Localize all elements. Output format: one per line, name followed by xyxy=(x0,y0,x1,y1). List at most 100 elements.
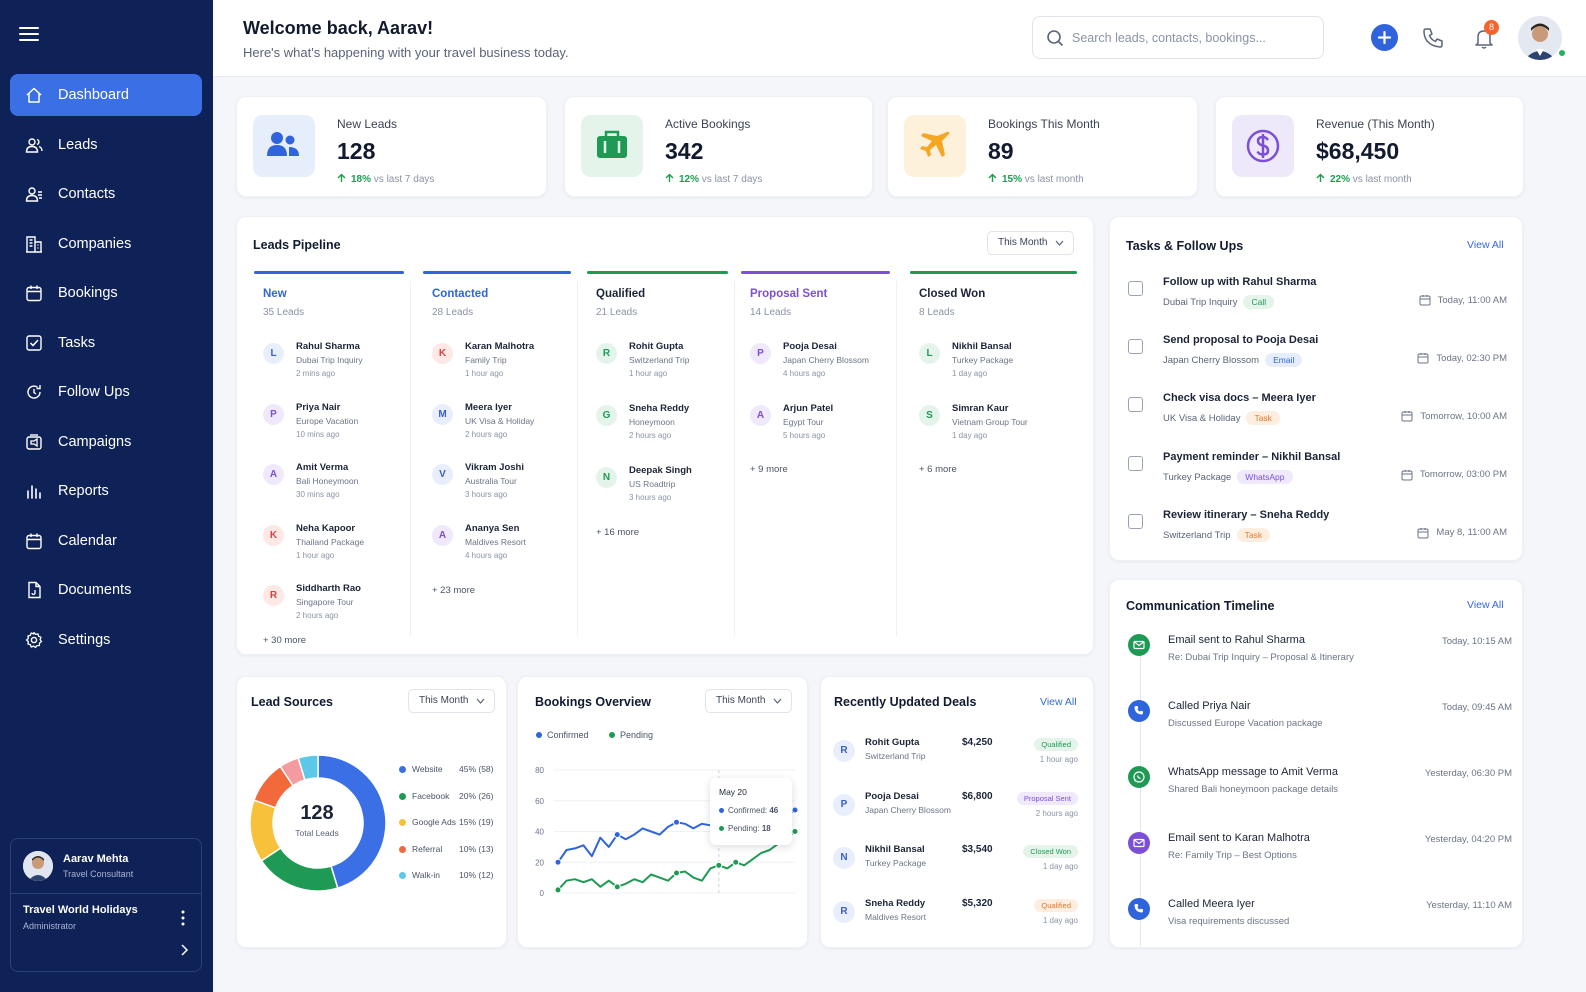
lead-card[interactable]: S Simran Kaur Vietnam Group Tour 1 day ago xyxy=(919,403,1059,448)
show-more-link[interactable]: + 16 more xyxy=(596,527,640,538)
deal-item[interactable]: R Rohit Gupta Switzerland Trip $4,250 Qualif… xyxy=(833,733,1078,783)
lead-card[interactable]: K Karan Malhotra Family Trip 1 hour ago xyxy=(432,341,572,386)
deal-item[interactable]: R Sneha Reddy Maldives Resort $5,320 Qualifi… xyxy=(833,894,1078,944)
lead-card[interactable]: R Siddharth Rao Singapore Tour 2 hours ago xyxy=(263,583,403,628)
sidebar-item-contacts[interactable]: Contacts xyxy=(10,170,202,220)
sidebar-item-calendar[interactable]: Calendar xyxy=(10,516,202,566)
lead-card[interactable]: N Deepak Singh US Roadtrip 3 hours ago xyxy=(596,465,736,510)
tasks-view-all-link[interactable]: View All xyxy=(1467,239,1504,251)
timeline-item[interactable]: Email sent to Rahul Sharma Re: Dubai Trip… xyxy=(1128,634,1512,684)
timeline-view-all-link[interactable]: View All xyxy=(1467,599,1504,611)
data-point-confirmed[interactable] xyxy=(554,858,562,866)
lead-card[interactable]: M Meera Iyer UK Visa & Holiday 2 hours ago xyxy=(432,402,572,447)
deal-item[interactable]: N Nikhil Bansal Turkey Package $3,540 Closed… xyxy=(833,840,1078,890)
stat-delta-note: vs last 7 days xyxy=(373,174,435,185)
menu-icon[interactable] xyxy=(19,26,41,42)
search-input[interactable] xyxy=(1072,28,1312,48)
sidebar-item-companies[interactable]: Companies xyxy=(10,219,202,269)
lead-card[interactable]: K Neha Kapoor Thailand Package 1 hour ago xyxy=(263,523,403,568)
task-checkbox[interactable] xyxy=(1128,397,1143,413)
stat-card-active-bookings[interactable]: Active Bookings 342 12% vs last 7 days xyxy=(564,96,873,197)
lead-sources-filter-dropdown[interactable]: This Month xyxy=(408,689,496,713)
show-more-link[interactable]: + 30 more xyxy=(263,635,307,646)
lead-card[interactable]: P Pooja Desai Japan Cherry Blossom 4 hours … xyxy=(750,341,890,386)
data-point-pending[interactable] xyxy=(715,861,723,869)
lead-card[interactable]: A Ananya Sen Maldives Resort 4 hours ago xyxy=(432,523,572,568)
task-item[interactable]: Review itinerary – Sneha Reddy Switzerlan… xyxy=(1127,509,1507,554)
data-point-pending[interactable] xyxy=(791,828,799,835)
data-point-pending[interactable] xyxy=(673,869,680,877)
tooltip-confirmed-value: 46 xyxy=(769,806,779,815)
lead-trip: Australia Tour xyxy=(465,476,517,486)
data-point-confirmed[interactable] xyxy=(613,831,621,839)
sidebar-item-follow-ups[interactable]: Follow Ups xyxy=(10,368,202,418)
sidebar-item-leads[interactable]: Leads xyxy=(10,120,202,170)
phone-button[interactable] xyxy=(1421,26,1445,50)
legend-value: 45% (58) xyxy=(459,764,494,774)
sidebar-item-bookings[interactable]: Bookings xyxy=(10,269,202,319)
task-trip: Turkey Package xyxy=(1163,471,1232,483)
lead-card[interactable]: A Arjun Patel Egypt Tour 5 hours ago xyxy=(750,403,890,448)
sidebar-item-settings[interactable]: Settings xyxy=(10,615,202,665)
timeline-item[interactable]: Email sent to Karan Malhotra Re: Family T… xyxy=(1128,832,1512,882)
task-checkbox[interactable] xyxy=(1128,455,1143,471)
user-profile[interactable]: Aarav Mehta Travel Consultant xyxy=(11,839,201,894)
chevron-down-icon xyxy=(477,698,485,704)
donut-slice-facebook[interactable] xyxy=(260,846,339,892)
lead-card[interactable]: R Rohit Gupta Switzerland Trip 1 hour ago xyxy=(596,341,736,386)
sidebar-item-tasks[interactable]: Tasks xyxy=(10,318,202,368)
task-checkbox[interactable] xyxy=(1128,281,1143,296)
pipeline-filter-dropdown[interactable]: This Month xyxy=(987,231,1075,255)
stat-card-new-leads[interactable]: New Leads 128 18% vs last 7 days xyxy=(236,96,547,197)
legend-dot-pending xyxy=(609,732,616,738)
x-tick-label: May 8 xyxy=(606,906,628,907)
data-point-pending[interactable] xyxy=(613,883,621,891)
chevron-right-icon[interactable] xyxy=(179,944,189,956)
data-point-pending[interactable] xyxy=(732,858,740,866)
deals-view-all-link[interactable]: View All xyxy=(1040,696,1077,708)
pipeline-column-count: 35 Leads xyxy=(263,307,305,318)
stat-card-revenue-this-month[interactable]: Revenue (This Month) $68,450 22% vs last m… xyxy=(1215,96,1524,197)
task-item[interactable]: Check visa docs – Meera Iyer UK Visa & Ho… xyxy=(1127,392,1507,437)
show-more-link[interactable]: + 6 more xyxy=(919,464,957,475)
lead-trip: US Roadtrip xyxy=(629,479,676,489)
donut-slice-google-ads[interactable] xyxy=(249,799,282,862)
task-checkbox[interactable] xyxy=(1128,513,1143,529)
timeline-item[interactable]: Called Priya Nair Discussed Europe Vacati… xyxy=(1128,700,1512,750)
task-checkbox[interactable] xyxy=(1128,339,1143,355)
lead-card[interactable]: G Sneha Reddy Honeymoon 2 hours ago xyxy=(596,403,736,448)
profile-avatar[interactable] xyxy=(1518,16,1562,60)
task-item[interactable]: Send proposal to Pooja Desai Japan Cherry… xyxy=(1127,334,1507,379)
add-button[interactable] xyxy=(1371,24,1398,51)
airplane-icon xyxy=(920,131,950,157)
lead-card[interactable]: A Amit Verma Bali Honeymoon 30 mins ago xyxy=(263,462,403,507)
timeline-item[interactable]: WhatsApp message to Amit Verma Shared Bal… xyxy=(1128,766,1512,816)
stat-icon-box xyxy=(253,115,315,177)
task-item[interactable]: Follow up with Rahul Sharma Dubai Trip In… xyxy=(1127,276,1507,321)
lead-card[interactable]: L Nikhil Bansal Turkey Package 1 day ago xyxy=(919,341,1059,386)
lead-card[interactable]: V Vikram Joshi Australia Tour 3 hours ago xyxy=(432,462,572,507)
sidebar-item-campaigns[interactable]: Campaigns xyxy=(10,417,202,467)
donut-slice-website[interactable] xyxy=(317,754,387,890)
lead-card[interactable]: P Priya Nair Europe Vacation 10 mins ago xyxy=(263,402,403,447)
data-point-pending[interactable] xyxy=(554,886,562,894)
show-more-link[interactable]: + 23 more xyxy=(432,585,476,596)
deal-item[interactable]: P Pooja Desai Japan Cherry Blossom $6,800 Pr… xyxy=(833,787,1078,837)
timeline-item[interactable]: Called Meera Iyer Visa requirements discu… xyxy=(1128,898,1512,948)
stat-value: 342 xyxy=(665,138,704,164)
sidebar-item-dashboard[interactable]: Dashboard xyxy=(10,74,202,116)
legend-label: Referral xyxy=(412,843,443,854)
stat-card-bookings-this-month[interactable]: Bookings This Month 89 15% vs last month xyxy=(887,96,1198,197)
data-point-confirmed[interactable] xyxy=(791,806,799,814)
lead-avatar: K xyxy=(432,343,453,364)
sidebar-item-documents[interactable]: Documents xyxy=(10,566,202,616)
deal-time: 1 day ago xyxy=(1042,862,1078,872)
show-more-link[interactable]: + 9 more xyxy=(750,464,788,475)
data-point-confirmed[interactable] xyxy=(673,818,680,826)
donut-slice-walk-in[interactable] xyxy=(297,754,319,781)
sidebar-item-reports[interactable]: Reports xyxy=(10,467,202,517)
lead-card[interactable]: L Rahul Sharma Dubai Trip Inquiry 2 mins ag… xyxy=(263,341,403,386)
bookings-filter-dropdown[interactable]: This Month xyxy=(705,689,793,713)
more-vertical-icon[interactable] xyxy=(181,910,185,926)
task-item[interactable]: Payment reminder – Nikhil Bansal Turkey P… xyxy=(1127,451,1507,496)
